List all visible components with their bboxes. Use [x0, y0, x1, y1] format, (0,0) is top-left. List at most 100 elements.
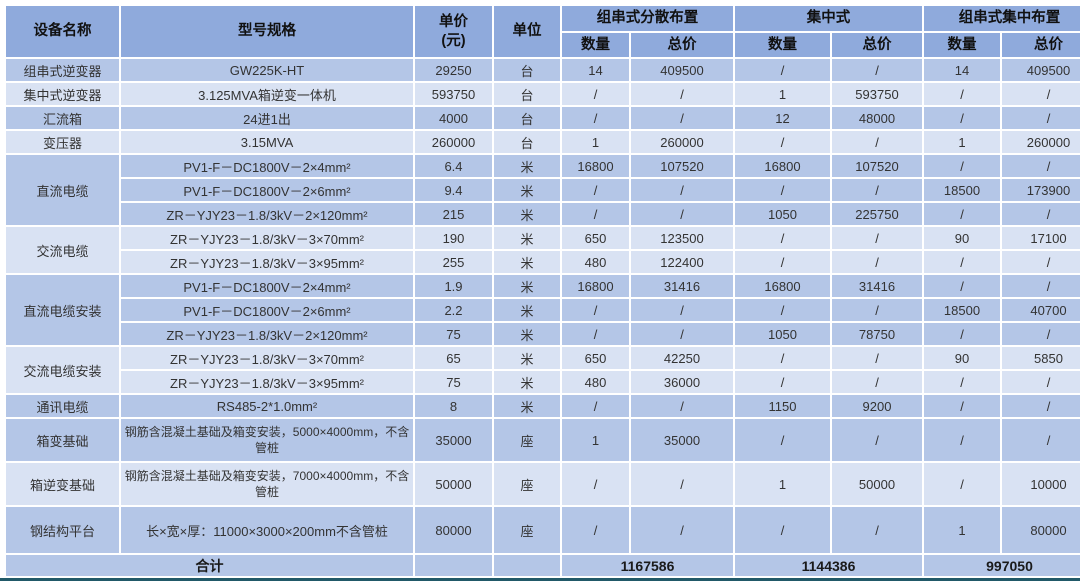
device-cell-ac-cable-install: 交流电缆安装	[6, 347, 119, 393]
device-cell-dc-cable-install: 直流电缆安装	[6, 275, 119, 345]
unit-cell: 米	[494, 155, 560, 177]
header-model: 型号规格	[121, 6, 413, 57]
unit-cell: 米	[494, 203, 560, 225]
total-cell: 50000	[832, 463, 922, 505]
total-cell: 122400	[631, 251, 733, 273]
price-cell: 4000	[415, 107, 492, 129]
price-cell: 75	[415, 323, 492, 345]
price-cell: 260000	[415, 131, 492, 153]
unit-cell: 座	[494, 463, 560, 505]
price-cell: 65	[415, 347, 492, 369]
qty-cell: /	[924, 371, 1000, 393]
device-cell-ac-cable: 交流电缆	[6, 227, 119, 273]
header-total-1: 总价	[631, 33, 733, 57]
qty-cell: /	[562, 463, 629, 505]
model-cell: PV1-F－DC1800V－2×4mm²	[121, 155, 413, 177]
model-cell: ZR－YJY23－1.8/3kV－3×70mm²	[121, 347, 413, 369]
model-cell: 长×宽×厚：11000×3000×200mm不含管桩	[121, 507, 413, 553]
unit-cell: 台	[494, 59, 560, 81]
qty-cell: 14	[562, 59, 629, 81]
total-cell: 107520	[832, 155, 922, 177]
total-cell: /	[1002, 323, 1080, 345]
qty-cell: /	[735, 131, 830, 153]
table-bottom-border	[0, 578, 1080, 581]
total-cell: 36000	[631, 371, 733, 393]
device-cell-dc-cable: 直流电缆	[6, 155, 119, 225]
qty-cell: /	[562, 395, 629, 417]
qty-cell: 16800	[735, 155, 830, 177]
total-label-cell: 合计	[6, 555, 413, 576]
device-cell: 通讯电缆	[6, 395, 119, 417]
grand-total-centralized: 1144386	[735, 555, 922, 576]
total-cell: /	[631, 395, 733, 417]
total-cell: 409500	[631, 59, 733, 81]
model-cell: 3.125MVA箱逆变一体机	[121, 83, 413, 105]
qty-cell: 650	[562, 227, 629, 249]
total-cell: /	[631, 323, 733, 345]
total-cell: 593750	[832, 83, 922, 105]
total-cell: /	[1002, 83, 1080, 105]
unit-cell: 台	[494, 131, 560, 153]
total-cell: 107520	[631, 155, 733, 177]
total-cell: /	[631, 179, 733, 201]
qty-cell: /	[562, 83, 629, 105]
total-cell: /	[1002, 275, 1080, 297]
header-qty-2: 数量	[735, 33, 830, 57]
qty-cell: /	[735, 507, 830, 553]
qty-cell: 480	[562, 251, 629, 273]
table-row: 汇流箱 24进1出 4000 台 / / 12 48000 / /	[6, 107, 1080, 129]
qty-cell: 18500	[924, 299, 1000, 321]
total-cell: 260000	[631, 131, 733, 153]
unit-cell: 米	[494, 299, 560, 321]
qty-cell: 12	[735, 107, 830, 129]
grand-total-string-centralized: 997050	[924, 555, 1080, 576]
grand-total-string-distributed: 1167586	[562, 555, 733, 576]
table-row: 钢结构平台 长×宽×厚：11000×3000×200mm不含管桩 80000 座…	[6, 507, 1080, 553]
total-cell: 48000	[832, 107, 922, 129]
qty-cell: 1	[924, 131, 1000, 153]
unit-cell: 座	[494, 507, 560, 553]
price-cell: 8	[415, 395, 492, 417]
qty-cell: 90	[924, 347, 1000, 369]
total-cell: /	[1002, 419, 1080, 461]
total-cell: /	[832, 419, 922, 461]
total-cell: /	[832, 179, 922, 201]
total-cell: /	[832, 251, 922, 273]
header-unit-price: 单价 (元)	[415, 6, 492, 57]
total-cell: /	[832, 299, 922, 321]
empty-unit-cell	[494, 555, 560, 576]
total-cell: /	[1002, 371, 1080, 393]
device-cell: 集中式逆变器	[6, 83, 119, 105]
qty-cell: 1050	[735, 203, 830, 225]
qty-cell: /	[924, 251, 1000, 273]
total-cell: 31416	[631, 275, 733, 297]
total-row: 合计 1167586 1144386 997050	[6, 555, 1080, 576]
qty-cell: 16800	[562, 275, 629, 297]
total-cell: 80000	[1002, 507, 1080, 553]
table-row: 通讯电缆 RS485-2*1.0mm² 8 米 / / 1150 9200 / …	[6, 395, 1080, 417]
qty-cell: 18500	[924, 179, 1000, 201]
unit-cell: 米	[494, 371, 560, 393]
qty-cell: /	[562, 179, 629, 201]
model-cell: PV1-F－DC1800V－2×6mm²	[121, 299, 413, 321]
model-cell: ZR－YJY23－1.8/3kV－3×95mm²	[121, 371, 413, 393]
qty-cell: /	[735, 59, 830, 81]
header-device: 设备名称	[6, 6, 119, 57]
qty-cell: /	[924, 395, 1000, 417]
qty-cell: 1	[735, 83, 830, 105]
table-row: 直流电缆安装 PV1-F－DC1800V－2×4mm² 1.9 米 16800 …	[6, 275, 1080, 345]
qty-cell: /	[735, 179, 830, 201]
qty-cell: 16800	[735, 275, 830, 297]
qty-cell: /	[924, 83, 1000, 105]
qty-cell: /	[735, 251, 830, 273]
unit-cell: 台	[494, 107, 560, 129]
qty-cell: 1150	[735, 395, 830, 417]
qty-cell: /	[735, 371, 830, 393]
total-cell: /	[1002, 155, 1080, 177]
qty-cell: 1	[562, 131, 629, 153]
price-cell: 80000	[415, 507, 492, 553]
unit-cell: 米	[494, 275, 560, 297]
qty-cell: 1	[735, 463, 830, 505]
price-cell: 75	[415, 371, 492, 393]
device-cell: 汇流箱	[6, 107, 119, 129]
